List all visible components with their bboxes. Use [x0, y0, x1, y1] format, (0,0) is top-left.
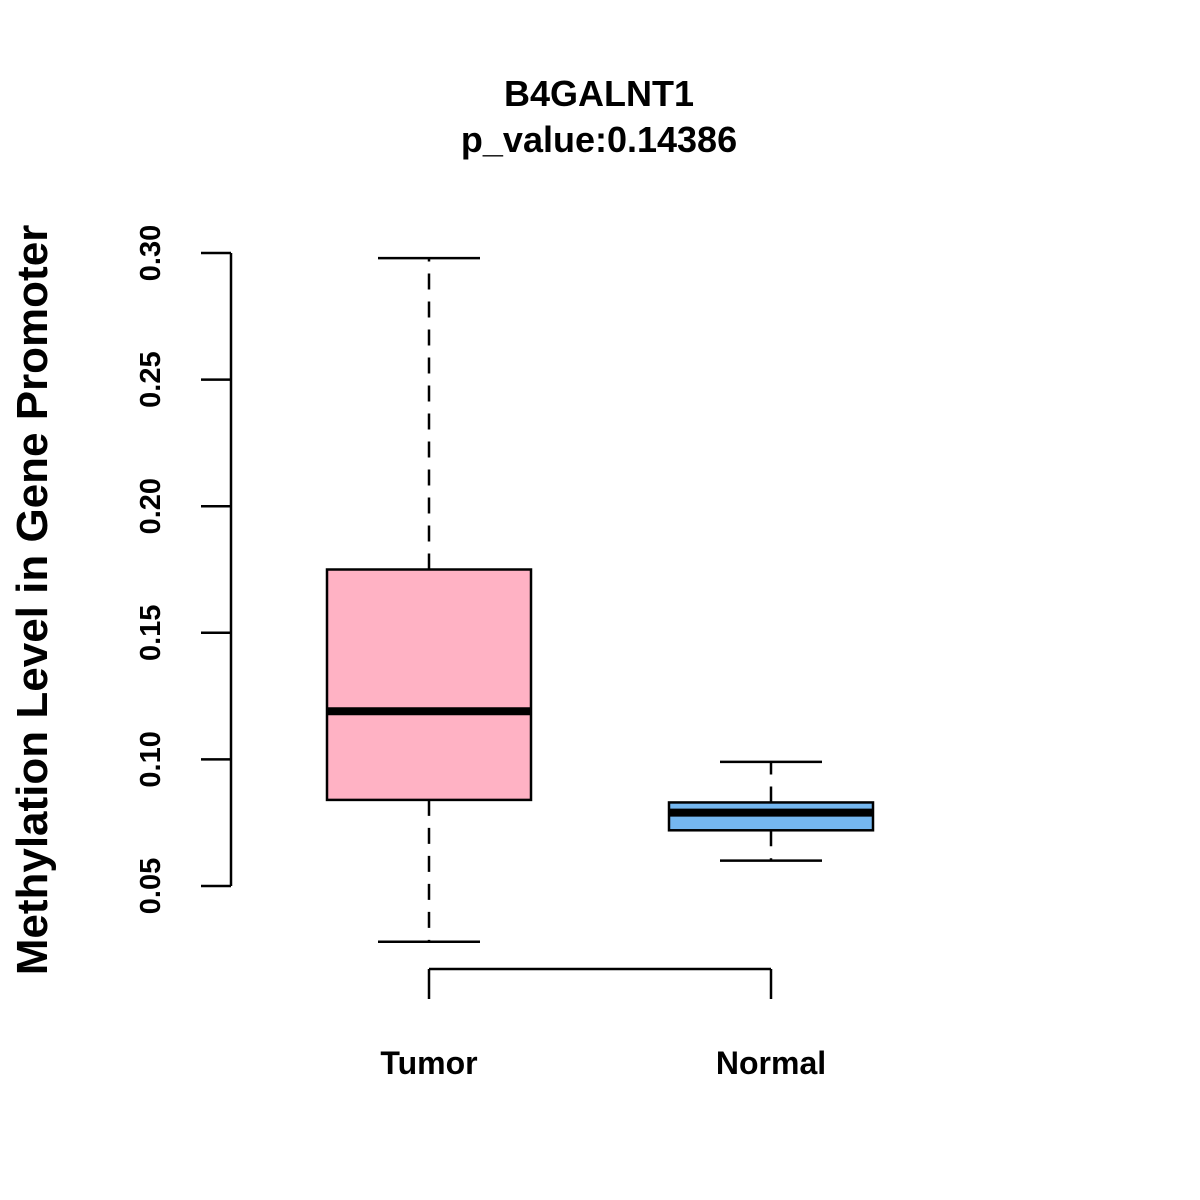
boxes-group — [325, 256, 875, 943]
y-tick-label: 0.20 — [135, 478, 167, 534]
iqr-box — [325, 568, 533, 802]
y-axis-label: Methylation Level in Gene Promoter — [8, 225, 57, 976]
y-tick-label: 0.15 — [135, 605, 167, 661]
y-tick-label: 0.25 — [135, 351, 167, 407]
y-tick-label: 0.05 — [135, 858, 167, 914]
box-normal — [667, 760, 875, 862]
y-axis: 0.05 0.10 0.15 0.20 0.25 0.30 — [135, 225, 233, 914]
y-tick-label: 0.30 — [135, 225, 167, 281]
box-tumor — [325, 256, 533, 943]
x-axis: Tumor Normal — [380, 967, 826, 1081]
chart-subtitle: p_value:0.14386 — [461, 119, 737, 160]
y-tick-label: 0.10 — [135, 731, 167, 787]
x-tick-label-normal: Normal — [716, 1045, 826, 1081]
chart-title: B4GALNT1 — [504, 73, 694, 114]
x-tick-label-tumor: Tumor — [380, 1045, 477, 1081]
